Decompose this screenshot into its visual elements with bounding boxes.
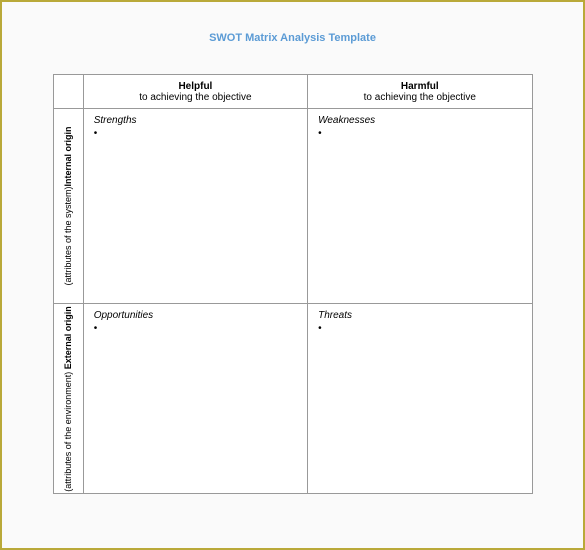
col-header-harmful: Harmful to achieving the objective (308, 75, 532, 109)
harmful-header-sub: to achieving the objective (312, 92, 527, 103)
internal-bold: Internal origin (63, 126, 73, 186)
swot-matrix: Helpful to achieving the objective Harmf… (53, 74, 533, 494)
harmful-header-bold: Harmful (312, 81, 527, 92)
swot-table: Helpful to achieving the objective Harmf… (53, 74, 533, 494)
quadrant-opportunities: Opportunities • (83, 304, 307, 494)
internal-vertical-label: (attributes of the system)Internal origi… (63, 126, 73, 285)
external-vertical-label: (attributes of the environment) External… (63, 306, 73, 492)
external-bold: External origin (63, 306, 73, 369)
external-row: (attributes of the environment) External… (53, 304, 532, 494)
opportunities-bullet: • (94, 323, 297, 334)
opportunities-label: Opportunities (94, 310, 297, 321)
strengths-bullet: • (94, 128, 297, 139)
col-header-helpful: Helpful to achieving the objective (83, 75, 307, 109)
internal-row: (attributes of the system)Internal origi… (53, 109, 532, 304)
threats-bullet: • (318, 323, 521, 334)
corner-cell (53, 75, 83, 109)
helpful-header-bold: Helpful (88, 81, 303, 92)
quadrant-strengths: Strengths • (83, 109, 307, 304)
strengths-label: Strengths (94, 115, 297, 126)
internal-sub: (attributes of the system) (63, 186, 73, 285)
quadrant-weaknesses: Weaknesses • (308, 109, 532, 304)
external-sub: (attributes of the environment) (63, 371, 73, 491)
row-header-internal: (attributes of the system)Internal origi… (53, 109, 83, 304)
threats-label: Threats (318, 310, 521, 321)
row-header-external: (attributes of the environment) External… (53, 304, 83, 494)
document-frame: SWOT Matrix Analysis Template Helpful to… (0, 0, 585, 550)
header-row: Helpful to achieving the objective Harmf… (53, 75, 532, 109)
weaknesses-label: Weaknesses (318, 115, 521, 126)
weaknesses-bullet: • (318, 128, 521, 139)
quadrant-threats: Threats • (308, 304, 532, 494)
helpful-header-sub: to achieving the objective (88, 92, 303, 103)
document-title: SWOT Matrix Analysis Template (2, 32, 583, 44)
